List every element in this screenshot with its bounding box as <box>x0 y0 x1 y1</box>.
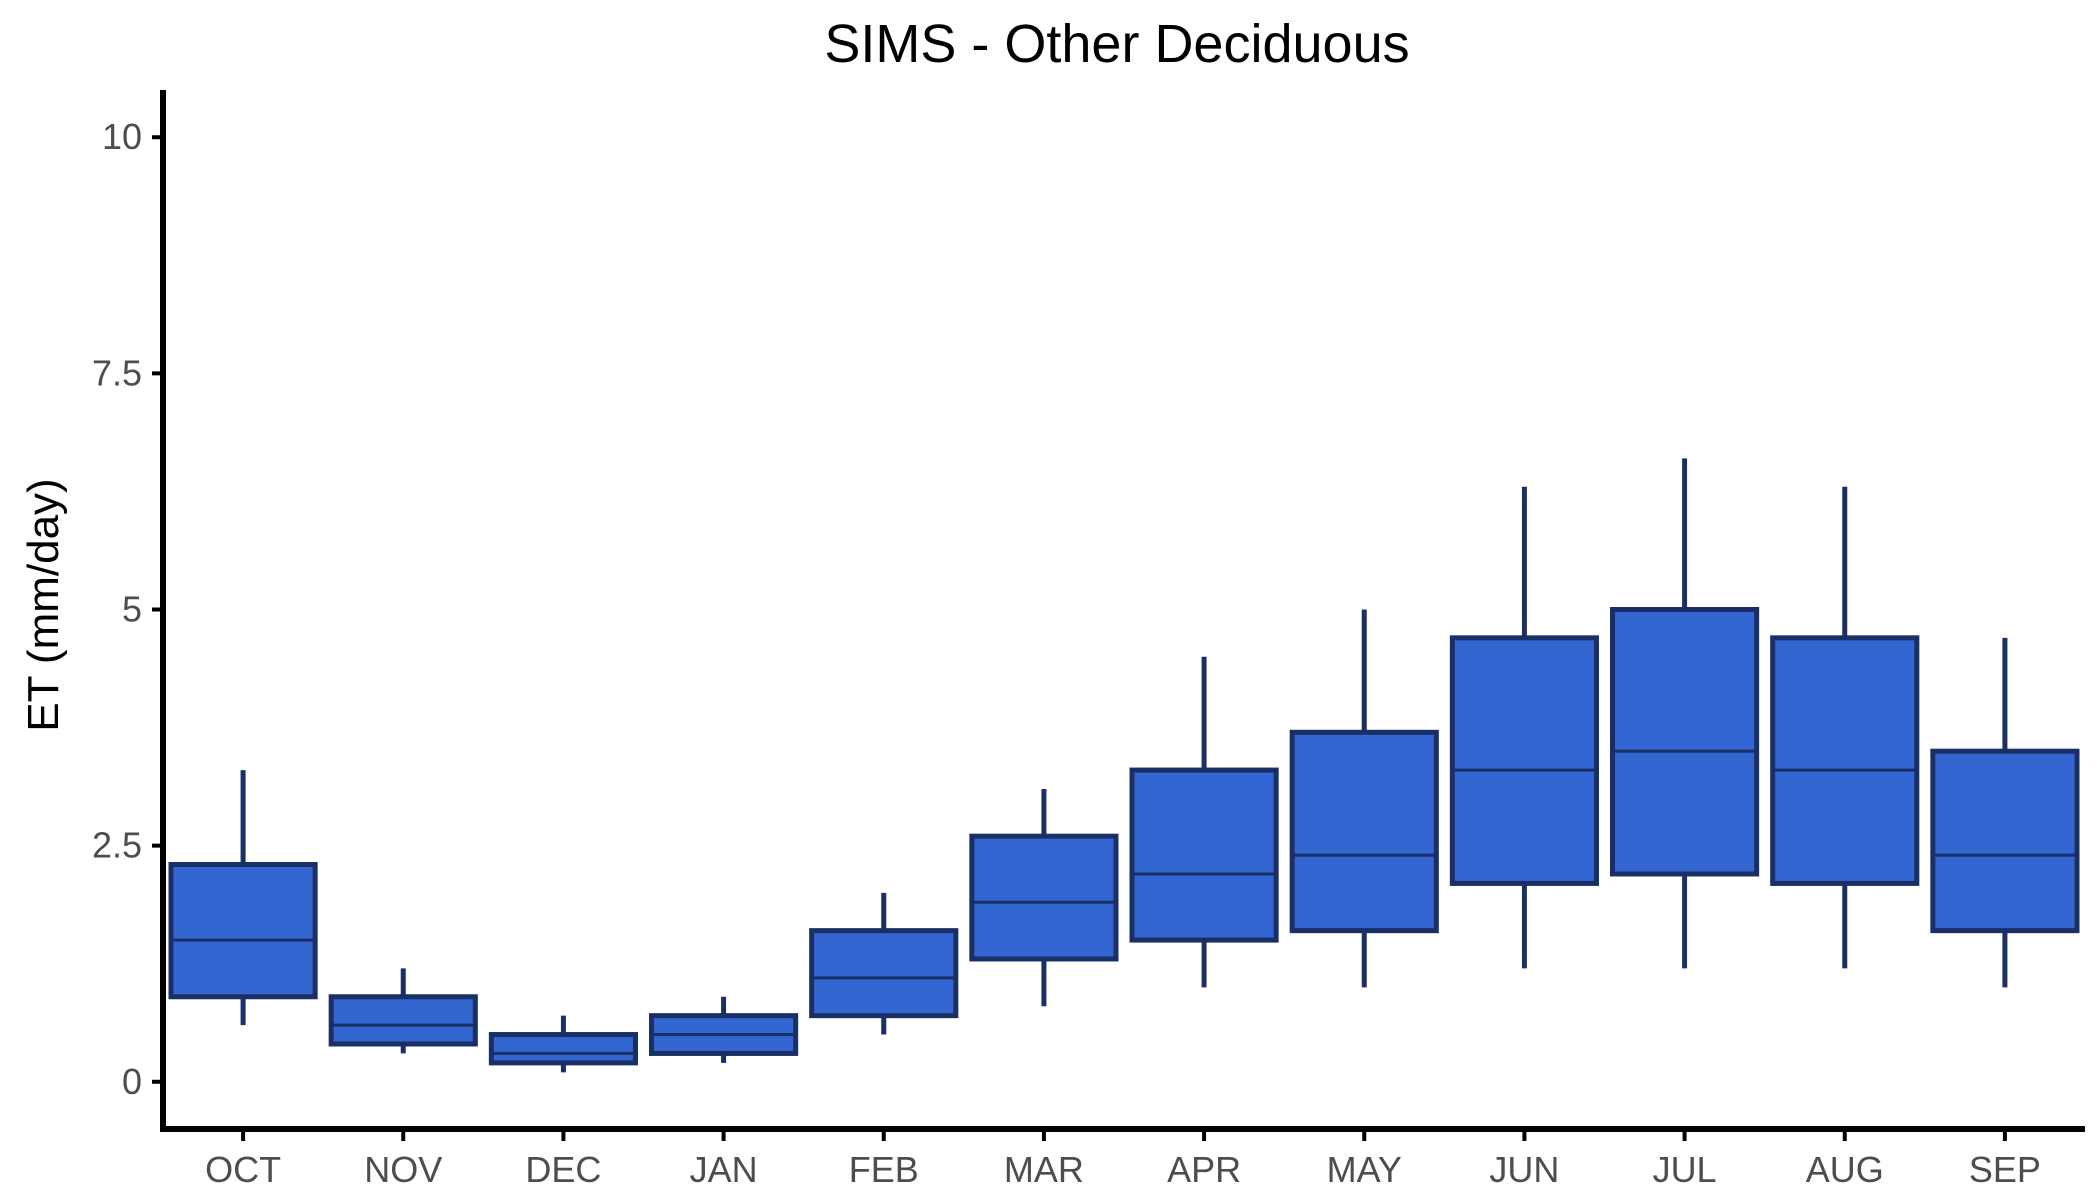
box-body-nov <box>328 994 478 1047</box>
box-body-jul <box>1610 607 1760 877</box>
plot-area <box>168 458 2080 1073</box>
box-feb <box>809 892 959 1035</box>
box-body-dec <box>488 1032 638 1066</box>
x-tick-label-jan: JAN <box>690 1149 758 1190</box>
x-tick-label-sep: SEP <box>1969 1149 2041 1190</box>
x-tick-label-jun: JUN <box>1489 1149 1559 1190</box>
x-tick-label-feb: FEB <box>849 1149 919 1190</box>
box-nov <box>328 968 478 1054</box>
box-body-mar <box>969 833 1119 962</box>
x-tick-label-oct: OCT <box>205 1149 281 1190</box>
box-oct <box>168 770 318 1026</box>
box-may <box>1289 609 1439 988</box>
x-tick-label-dec: DEC <box>525 1149 601 1190</box>
x-tick-label-may: MAY <box>1327 1149 1402 1190</box>
y-tick-label: 5 <box>122 589 142 630</box>
box-body-feb <box>809 928 959 1019</box>
y-axis-label: ET (mm/day) <box>19 478 68 731</box>
box-body-apr <box>1129 767 1279 943</box>
x-tick-label-apr: APR <box>1167 1149 1241 1190</box>
y-tick-label: 7.5 <box>92 352 142 393</box>
box-aug <box>1770 486 1920 969</box>
box-jun <box>1449 486 1599 969</box>
box-body-aug <box>1770 635 1920 886</box>
box-body-sep <box>1930 748 2080 934</box>
box-apr <box>1129 656 1279 988</box>
y-tick-label: 2.5 <box>92 825 142 866</box>
x-tick-label-mar: MAR <box>1004 1149 1084 1190</box>
x-tick-label-jul: JUL <box>1653 1149 1717 1190</box>
box-body-may <box>1289 729 1439 934</box>
box-body-oct <box>168 862 318 1000</box>
box-mar <box>969 788 1119 1007</box>
box-sep <box>1930 637 2080 988</box>
box-jul <box>1610 458 1760 969</box>
chart-title: SIMS - Other Deciduous <box>824 14 1409 74</box>
y-tick-label: 0 <box>122 1061 142 1102</box>
box-jan <box>649 996 799 1063</box>
box-body-jun <box>1449 635 1599 886</box>
y-axis-ticks: 0 2.5 5 7.5 10 <box>92 116 163 1102</box>
box-dec <box>488 1015 638 1073</box>
x-tick-label-nov: NOV <box>364 1149 442 1190</box>
x-axis-ticks: OCT NOV DEC JAN FEB MAR APR MAY JUN JUL AUG SEP <box>205 1129 2041 1190</box>
x-tick-label-aug: AUG <box>1806 1149 1884 1190</box>
y-tick-label: 10 <box>102 116 142 157</box>
